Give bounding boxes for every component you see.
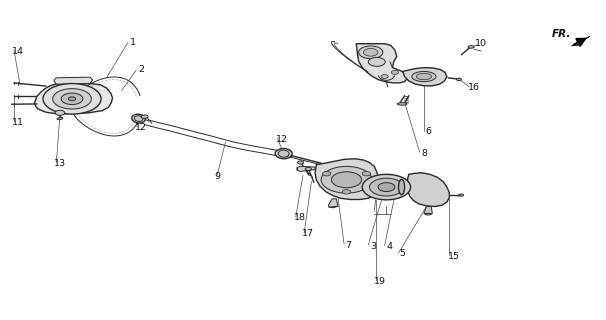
Text: 13: 13 xyxy=(54,159,66,168)
Circle shape xyxy=(342,190,351,194)
Circle shape xyxy=(331,172,362,188)
Circle shape xyxy=(368,57,385,66)
Circle shape xyxy=(322,172,331,176)
Text: 11: 11 xyxy=(12,118,24,127)
Text: 18: 18 xyxy=(294,213,306,222)
Ellipse shape xyxy=(468,46,474,48)
Ellipse shape xyxy=(57,117,63,120)
Polygon shape xyxy=(356,44,407,83)
Polygon shape xyxy=(578,36,590,42)
Ellipse shape xyxy=(275,148,292,159)
Text: 2: 2 xyxy=(138,65,144,74)
Circle shape xyxy=(362,174,411,200)
Text: 8: 8 xyxy=(421,149,427,158)
Text: 9: 9 xyxy=(214,172,220,181)
Ellipse shape xyxy=(285,154,292,157)
Ellipse shape xyxy=(305,167,311,171)
Polygon shape xyxy=(424,206,433,214)
Ellipse shape xyxy=(134,116,143,121)
Ellipse shape xyxy=(398,103,407,105)
Circle shape xyxy=(359,46,383,59)
Polygon shape xyxy=(35,84,113,114)
Circle shape xyxy=(68,97,76,101)
Circle shape xyxy=(391,70,399,74)
Circle shape xyxy=(321,166,372,193)
Text: 7: 7 xyxy=(345,241,351,250)
Circle shape xyxy=(43,84,101,114)
Text: FR.: FR. xyxy=(552,29,571,39)
Ellipse shape xyxy=(425,213,431,215)
Text: 6: 6 xyxy=(426,127,431,136)
Circle shape xyxy=(61,93,83,105)
Ellipse shape xyxy=(456,78,461,81)
Circle shape xyxy=(53,89,92,109)
Text: 15: 15 xyxy=(448,252,460,261)
Polygon shape xyxy=(328,199,338,208)
Circle shape xyxy=(364,49,378,56)
Text: 1: 1 xyxy=(130,38,136,47)
Polygon shape xyxy=(54,77,93,84)
Polygon shape xyxy=(315,159,381,199)
Circle shape xyxy=(362,172,371,176)
Polygon shape xyxy=(407,173,449,206)
Ellipse shape xyxy=(412,71,436,82)
Text: 10: 10 xyxy=(475,39,487,48)
Text: 17: 17 xyxy=(302,229,314,238)
Ellipse shape xyxy=(141,115,148,118)
Text: 16: 16 xyxy=(467,83,479,92)
Circle shape xyxy=(378,183,395,192)
Text: 19: 19 xyxy=(375,277,387,286)
Ellipse shape xyxy=(298,161,304,164)
Ellipse shape xyxy=(132,114,145,123)
Circle shape xyxy=(370,178,404,196)
Polygon shape xyxy=(571,42,582,46)
Text: 14: 14 xyxy=(12,46,24,56)
Text: 12: 12 xyxy=(276,135,288,144)
Polygon shape xyxy=(403,68,447,86)
Polygon shape xyxy=(297,166,315,172)
Text: 3: 3 xyxy=(370,242,376,251)
Ellipse shape xyxy=(399,180,405,195)
Text: 12: 12 xyxy=(135,123,147,132)
Ellipse shape xyxy=(278,150,289,157)
Ellipse shape xyxy=(459,194,464,196)
Circle shape xyxy=(55,110,65,116)
Ellipse shape xyxy=(416,73,431,80)
Text: 5: 5 xyxy=(400,250,406,259)
Text: 4: 4 xyxy=(387,242,393,251)
Circle shape xyxy=(381,75,388,78)
